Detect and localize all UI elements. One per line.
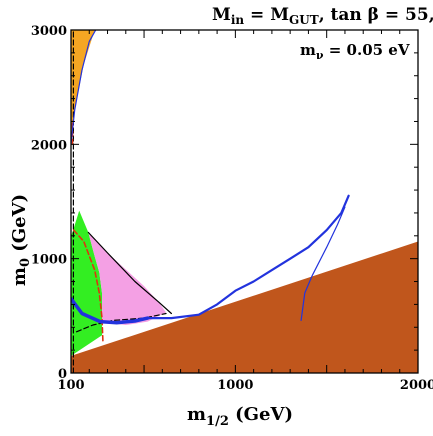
blue-solid-line-6: [146, 194, 350, 320]
blue-solid-line-7: [300, 206, 346, 321]
y-tick-label: 0: [58, 367, 67, 382]
chart-title: Min = MGUT, tan β = 55, μ > 0: [212, 5, 433, 27]
y-axis-label: m0 (GeV): [9, 194, 33, 286]
pink-region: [88, 232, 166, 325]
regions-layer: [71, 30, 418, 373]
black-dashed-line-2: [75, 312, 167, 333]
x-axis-label: m1/2 (GeV): [187, 404, 293, 429]
lines-layer: [71, 30, 350, 373]
x-tick-label: 100: [57, 378, 84, 393]
x-tick-label: 1000: [217, 378, 253, 393]
blue-solid-line-5: [71, 296, 150, 325]
ticks-layer: [70, 29, 419, 374]
plot-frame: [70, 29, 419, 374]
neutrino-mass-annotation: mν = 0.05 eV: [300, 41, 410, 62]
brown-region: [71, 241, 418, 373]
y-tick-label: 2000: [31, 138, 67, 153]
tick-labels-layer: 100 1000 2000 0 1000 2000 3000: [31, 24, 433, 393]
black-solid-line-0: [87, 231, 172, 315]
orange-region: [71, 30, 95, 141]
x-tick-label: 2000: [400, 378, 433, 393]
y-tick-label: 3000: [31, 24, 67, 39]
blue-solid-line-8: [71, 30, 97, 145]
y-tick-label: 1000: [31, 253, 67, 268]
